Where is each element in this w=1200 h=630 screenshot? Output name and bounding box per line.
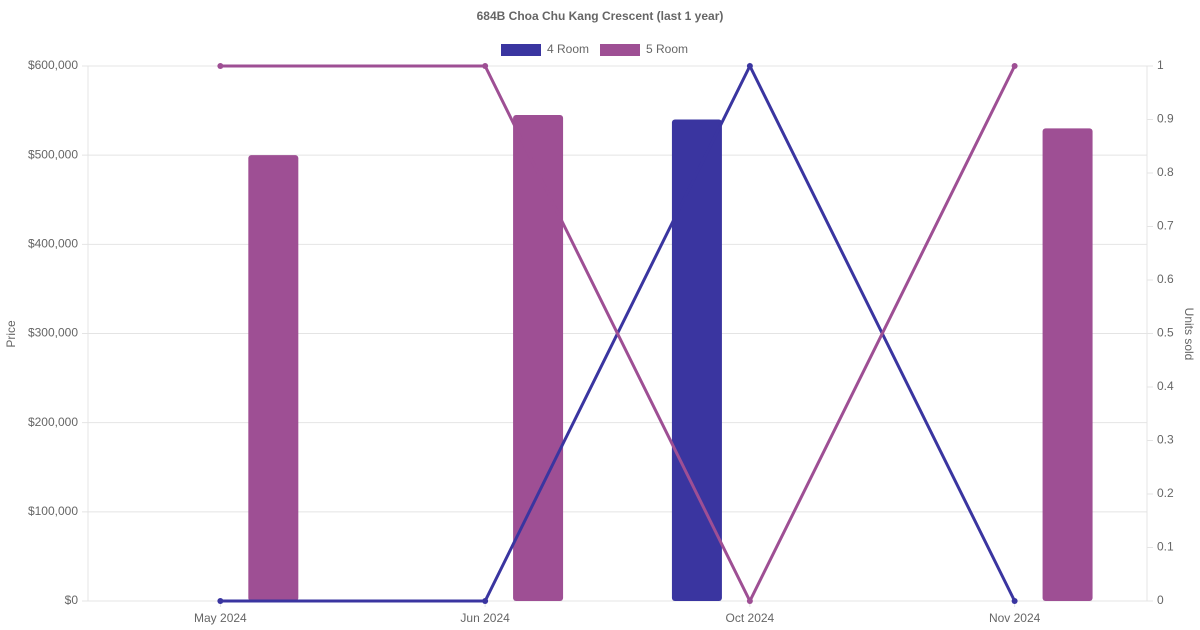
- y2-tick-label: 0.5: [1157, 326, 1174, 340]
- bar: [671, 119, 722, 601]
- point: [217, 63, 224, 69]
- y2-tick-label: 0.8: [1157, 165, 1174, 179]
- x-tick-label: May 2024: [194, 611, 247, 625]
- bar: [248, 155, 299, 601]
- y-axis-label: Price: [4, 320, 18, 348]
- point: [482, 63, 489, 69]
- y2-tick-label: 0.3: [1157, 433, 1174, 447]
- point: [746, 598, 753, 604]
- x-tick-label: Oct 2024: [726, 611, 775, 625]
- y2-tick-label: 0.1: [1157, 540, 1174, 554]
- y2-tick-label: 0.6: [1157, 272, 1174, 286]
- y-tick-label: $500,000: [28, 147, 78, 161]
- line: [220, 64, 1016, 605]
- y2-tick-label: 0.7: [1157, 219, 1174, 233]
- y-tick-label: $600,000: [28, 58, 78, 72]
- y2-axis-label: Units sold: [1182, 308, 1196, 361]
- legend-swatch: [501, 44, 541, 56]
- y2-tick-label: 0.2: [1157, 486, 1174, 500]
- x-tick-label: Nov 2024: [989, 611, 1041, 625]
- point: [1011, 598, 1018, 604]
- y-tick-label: $100,000: [28, 504, 78, 518]
- point: [746, 63, 753, 69]
- y2-tick-label: 0: [1157, 593, 1164, 607]
- y-tick-label: $200,000: [28, 415, 78, 429]
- bar: [1042, 128, 1093, 601]
- y-tick-label: $400,000: [28, 237, 78, 251]
- point: [217, 598, 224, 604]
- legend-label: 5 Room: [646, 42, 688, 56]
- y-tick-label: $300,000: [28, 326, 78, 340]
- y2-tick-label: 1: [1157, 58, 1164, 72]
- y2-tick-label: 0.9: [1157, 112, 1174, 126]
- legend-swatch: [600, 44, 640, 56]
- bar: [513, 115, 564, 602]
- y2-tick-label: 0.4: [1157, 379, 1174, 393]
- chart-title: 684B Choa Chu Kang Crescent (last 1 year…: [477, 9, 724, 23]
- legend-label: 4 Room: [547, 42, 589, 56]
- y-tick-label: $0: [65, 593, 79, 607]
- x-tick-label: Jun 2024: [460, 611, 510, 625]
- point: [1011, 63, 1018, 69]
- point: [482, 598, 489, 604]
